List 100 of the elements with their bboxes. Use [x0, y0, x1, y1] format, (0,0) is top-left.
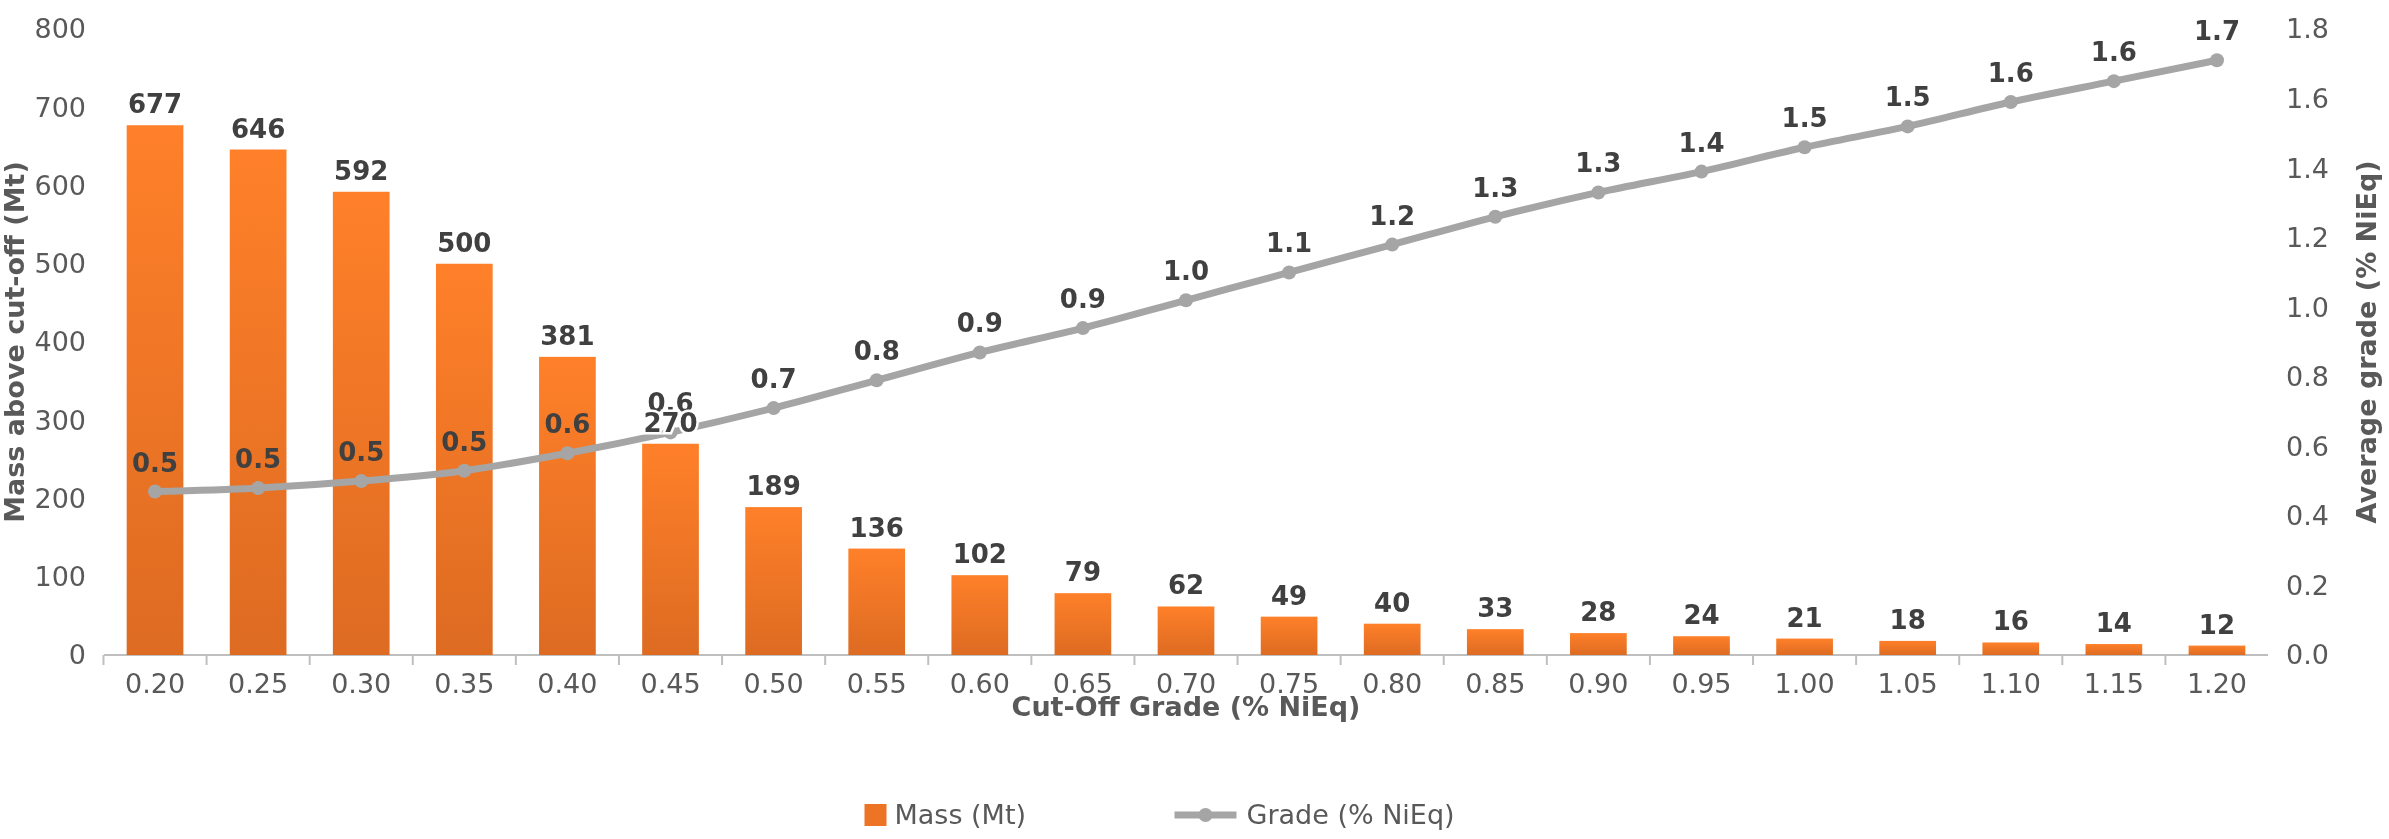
bar — [2188, 645, 2246, 655]
legend-label: Mass (Mt) — [894, 799, 1027, 831]
bar — [1466, 629, 1524, 655]
point — [1900, 119, 1915, 134]
data-label: 1.5 — [1884, 82, 1931, 113]
data-label: 1.0 — [1162, 256, 1210, 287]
bar — [1363, 623, 1421, 655]
data-label: 0.9 — [1059, 284, 1106, 315]
bar — [2085, 644, 2143, 655]
point — [457, 463, 472, 478]
bar — [1879, 640, 1937, 655]
y2-tick-label: 0.0 — [2286, 639, 2329, 671]
y2-tick-label: 1.0 — [2286, 291, 2329, 323]
data-label: 0.8 — [853, 336, 900, 367]
x-tick-label: 0.95 — [1671, 668, 1732, 699]
point — [1282, 265, 1297, 280]
bar — [539, 356, 596, 655]
data-label: 62 — [1167, 570, 1205, 601]
point — [148, 484, 163, 499]
bar — [435, 263, 493, 655]
y2-tick-label: 0.2 — [2286, 569, 2329, 601]
bar — [1570, 633, 1627, 655]
x-tick-label: 0.30 — [331, 668, 392, 699]
bar — [1673, 636, 1730, 655]
point — [2003, 95, 2018, 110]
x-tick-label: 0.90 — [1568, 668, 1629, 699]
data-label: 0.6 — [544, 409, 591, 440]
bar — [1982, 642, 2040, 655]
data-label: 0.5 — [235, 444, 282, 475]
data-label: 1.1 — [1266, 228, 1313, 259]
data-label: 189 — [746, 471, 801, 502]
data-label: 1.6 — [2090, 37, 2137, 68]
data-label: 28 — [1580, 597, 1617, 628]
x-tick-label: 0.40 — [537, 668, 598, 699]
bar — [848, 548, 906, 655]
point — [560, 446, 575, 461]
data-label: 677 — [127, 89, 183, 120]
x-tick-label: 1.20 — [2186, 668, 2248, 699]
point — [972, 345, 987, 360]
data-label: 0.7 — [750, 364, 797, 395]
y2-tick-label: 1.4 — [2286, 152, 2329, 184]
data-label: 79 — [1064, 557, 1101, 588]
point — [1694, 164, 1709, 179]
data-label: 646 — [230, 113, 286, 144]
x-tick-label: 1.15 — [2083, 668, 2144, 699]
data-label: 102 — [952, 539, 1007, 570]
bar — [1776, 638, 1833, 655]
data-label: 500 — [437, 227, 492, 258]
data-label: 14 — [2095, 608, 2132, 639]
y2-tick-label: 0.8 — [2286, 361, 2329, 393]
x-tick-label: 0.55 — [846, 668, 907, 699]
point — [1179, 293, 1193, 308]
x-tick-label: 1.10 — [1980, 668, 2041, 699]
bar — [229, 149, 287, 655]
y-tick-label: 700 — [34, 91, 86, 123]
x-tick-label: 0.45 — [640, 668, 701, 699]
point — [1797, 140, 1812, 155]
x-tick-label: 0.80 — [1362, 668, 1423, 699]
y2-tick-label: 1.6 — [2286, 83, 2329, 115]
data-label: 33 — [1477, 593, 1514, 624]
data-label: 0.9 — [956, 308, 1003, 339]
data-label: 1.3 — [1472, 172, 1519, 203]
x-tick-label: 0.25 — [228, 668, 289, 699]
y2-tick-label: 0.4 — [2286, 500, 2329, 532]
y2-tick-label: 1.8 — [2286, 13, 2329, 45]
bar — [1260, 616, 1318, 655]
point — [2106, 74, 2121, 89]
bar — [332, 191, 390, 655]
y-tick-label: 500 — [34, 248, 86, 280]
y2-axis-title: Average grade (% NiEq) — [2351, 160, 2383, 524]
data-label: 1.5 — [1781, 103, 1828, 134]
x-tick-label: 1.00 — [1774, 668, 1835, 699]
y-tick-label: 400 — [34, 326, 86, 358]
y-tick-label: 300 — [34, 404, 86, 436]
data-label: 40 — [1374, 587, 1411, 618]
y2-tick-label: 1.2 — [2286, 222, 2329, 254]
x-tick-label: 0.85 — [1465, 668, 1526, 699]
bar — [951, 575, 1009, 655]
x-tick-label: 0.50 — [743, 668, 804, 699]
y-tick-label: 100 — [34, 561, 86, 593]
data-label: 21 — [1786, 602, 1823, 633]
x-tick-label: 0.60 — [949, 668, 1010, 699]
point — [1075, 321, 1090, 336]
data-label: 16 — [1992, 606, 2029, 637]
point — [2209, 53, 2224, 68]
data-label: 24 — [1683, 600, 1720, 631]
point — [1488, 209, 1503, 224]
y-axis-title: Mass above cut-off (Mt) — [0, 161, 30, 523]
point — [869, 373, 884, 388]
data-label: 381 — [540, 320, 595, 351]
point — [354, 474, 369, 489]
x-tick-label: 0.35 — [434, 668, 495, 699]
y-tick-label: 800 — [34, 13, 86, 45]
data-label: 1.4 — [1678, 127, 1725, 158]
y-tick-label: 200 — [34, 482, 86, 514]
x-tick-label: 1.05 — [1877, 668, 1938, 699]
x-tick-label: 0.20 — [124, 668, 186, 699]
y-tick-label: 0 — [68, 639, 86, 671]
data-label: 1.2 — [1369, 200, 1416, 231]
data-label: 0.5 — [338, 437, 385, 468]
